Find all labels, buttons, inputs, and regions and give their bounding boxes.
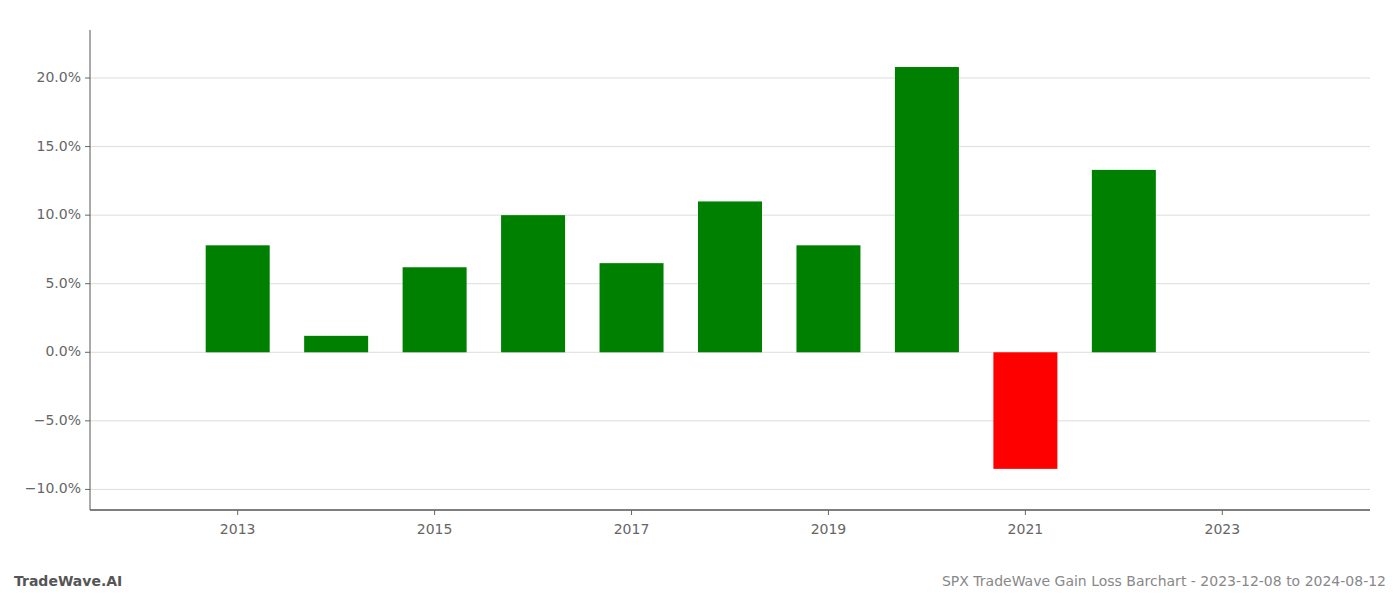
x-tick bbox=[434, 510, 435, 515]
axes bbox=[90, 30, 1370, 510]
bar bbox=[501, 215, 565, 352]
y-tick bbox=[85, 283, 90, 284]
x-axis-line bbox=[90, 509, 1370, 511]
x-tick bbox=[631, 510, 632, 515]
grid-line bbox=[90, 420, 1370, 421]
title: SPX TradeWave Gain Loss Barchart - 2023-… bbox=[942, 573, 1386, 589]
y-tick bbox=[85, 489, 90, 490]
grid-line bbox=[90, 146, 1370, 147]
chart-svg: −10.0%−5.0%0.0%5.0%10.0%15.0%20.0%201320… bbox=[0, 0, 1400, 600]
y-tick-label: −5.0% bbox=[34, 412, 81, 428]
x-tick bbox=[1025, 510, 1026, 515]
bar bbox=[1092, 170, 1156, 352]
y-tick bbox=[85, 146, 90, 147]
bar bbox=[206, 245, 270, 352]
bar bbox=[304, 336, 368, 352]
bar bbox=[600, 263, 664, 352]
x-tick-label: 2021 bbox=[1008, 521, 1044, 537]
bar bbox=[796, 245, 860, 352]
x-ticks: 2013 2015 2017 2019 2021 2023 bbox=[220, 510, 1240, 537]
y-tick-label: 5.0% bbox=[45, 275, 81, 291]
x-tick-label: 2013 bbox=[220, 521, 256, 537]
x-tick-label: 2019 bbox=[811, 521, 847, 537]
x-tick-label: 2017 bbox=[614, 521, 650, 537]
y-tick-label: 0.0% bbox=[45, 343, 81, 359]
watermark: TradeWave.AI bbox=[14, 573, 122, 589]
y-tick bbox=[85, 215, 90, 216]
y-axis-line bbox=[90, 30, 91, 510]
bars bbox=[206, 67, 1156, 469]
y-tick-label: 15.0% bbox=[37, 138, 81, 154]
y-ticks: −10.0% −5.0% 0.0% 5.0% 10.0% 15.0% 20.0% bbox=[25, 69, 90, 496]
y-tick bbox=[85, 78, 90, 79]
bar bbox=[895, 67, 959, 352]
bar bbox=[403, 267, 467, 352]
bar bbox=[993, 352, 1057, 469]
y-tick-label: 10.0% bbox=[37, 206, 81, 222]
y-tick bbox=[85, 420, 90, 421]
y-tick-label: −10.0% bbox=[25, 480, 81, 496]
x-tick-label: 2023 bbox=[1204, 521, 1240, 537]
y-tick-label: 20.0% bbox=[37, 69, 81, 85]
page: {"chart_data": {"type": "bar", "title": … bbox=[0, 0, 1400, 600]
y-tick bbox=[85, 352, 90, 353]
grid-line bbox=[90, 78, 1370, 79]
x-tick bbox=[237, 510, 238, 515]
chart-container: −10.0%−5.0%0.0%5.0%10.0%15.0%20.0%201320… bbox=[0, 0, 1400, 600]
grid-line bbox=[90, 489, 1370, 490]
x-tick bbox=[1222, 510, 1223, 515]
x-tick bbox=[828, 510, 829, 515]
bar bbox=[698, 201, 762, 352]
y-grid bbox=[90, 78, 1370, 489]
x-tick-label: 2015 bbox=[417, 521, 453, 537]
